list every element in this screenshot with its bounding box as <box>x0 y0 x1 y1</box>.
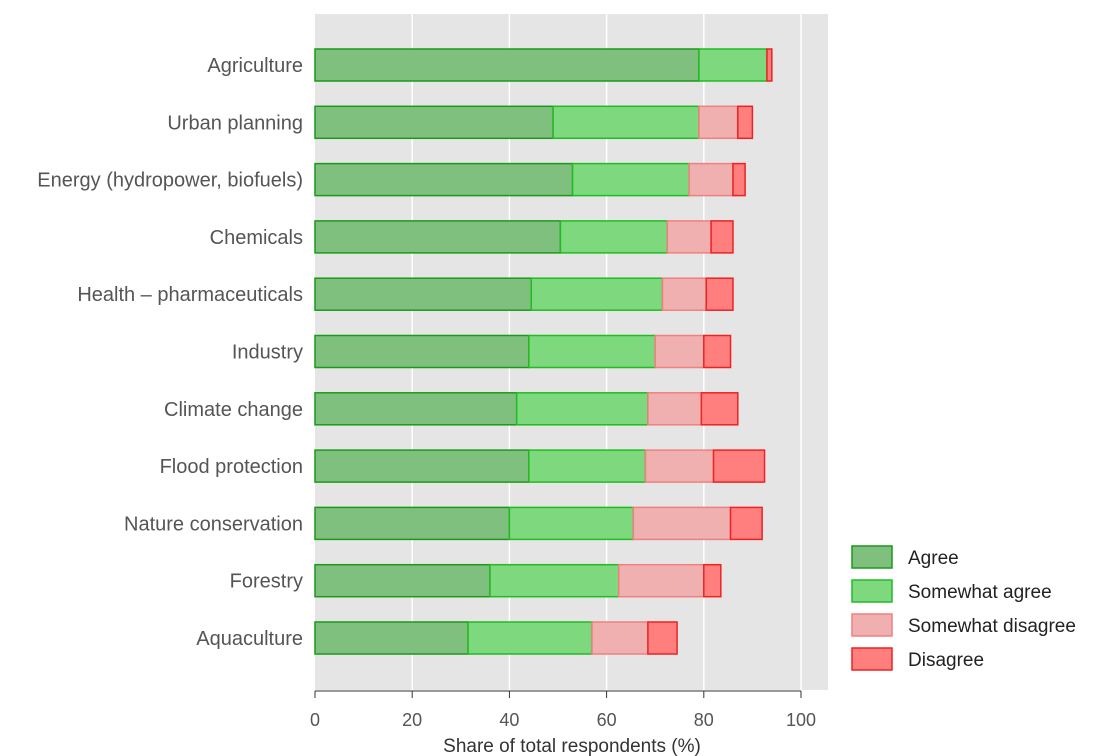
x-tick-label: 80 <box>694 710 714 730</box>
bar-chemicals-somewhat-agree <box>559 220 669 254</box>
bar-flood-protection-somewhat-agree <box>528 449 647 483</box>
category-label: Energy (hydropower, biofuels) <box>37 170 303 192</box>
bar-health-pharmaceuticals-disagree <box>705 277 734 311</box>
bar-urban-planning-somewhat-disagree <box>698 105 739 140</box>
bar-aquaculture-somewhat-disagree <box>591 621 649 655</box>
category-label: Chemicals <box>210 227 303 249</box>
x-axis: 0 20 40 60 80 100 <box>310 690 816 730</box>
legend-swatch-somewhat-agree <box>851 579 893 603</box>
bar-industry-somewhat-disagree <box>654 334 705 369</box>
x-tick-label: 100 <box>786 710 816 730</box>
bar-nature-conservation-agree <box>314 506 511 541</box>
bar-health-pharmaceuticals-somewhat-agree <box>530 277 664 311</box>
bar-agriculture-disagree <box>766 48 773 82</box>
bar-energy-hydropower-biofuels-somewhat-disagree <box>688 162 734 197</box>
category-label: Climate change <box>164 399 303 421</box>
legend-label-disagree: Disagree <box>908 650 984 671</box>
category-labels: Agriculture Urban planning Energy (hydropo… <box>37 55 303 650</box>
bars <box>314 48 773 655</box>
bar-flood-protection-agree <box>314 449 530 483</box>
bar-nature-conservation-somewhat-disagree <box>632 506 732 541</box>
legend-swatch-disagree <box>851 647 893 671</box>
x-tick-label: 60 <box>597 710 617 730</box>
legend-swatch-somewhat-disagree <box>851 613 893 637</box>
bar-aquaculture-agree <box>314 621 469 655</box>
bar-forestry-disagree <box>703 563 722 598</box>
bar-forestry-somewhat-disagree <box>618 563 705 598</box>
bar-urban-planning-somewhat-agree <box>552 105 700 140</box>
bar-industry-somewhat-agree <box>528 334 656 369</box>
bar-chemicals-disagree <box>710 220 734 254</box>
bar-aquaculture-disagree <box>647 621 678 655</box>
category-label: Urban planning <box>167 112 303 134</box>
bar-energy-hydropower-biofuels-somewhat-agree <box>571 162 690 197</box>
bar-flood-protection-disagree <box>712 449 766 483</box>
bar-agriculture-somewhat-agree <box>698 48 768 82</box>
category-label: Health – pharmaceuticals <box>77 284 303 306</box>
bar-forestry-somewhat-agree <box>489 563 620 598</box>
bar-chemicals-somewhat-disagree <box>666 220 712 254</box>
x-tick-label: 0 <box>310 710 320 730</box>
bar-climate-change-agree <box>314 392 518 426</box>
bar-nature-conservation-disagree <box>729 506 763 541</box>
bar-aquaculture-somewhat-agree <box>467 621 593 655</box>
bar-climate-change-somewhat-agree <box>515 392 649 426</box>
x-axis-title: Share of total respondents (%) <box>443 736 701 756</box>
legend-label-agree: Agree <box>908 548 959 569</box>
bar-climate-change-somewhat-disagree <box>647 392 703 426</box>
legend: Agree Somewhat agree Somewhat disagree Disa… <box>851 545 1076 671</box>
category-label: Industry <box>232 342 303 364</box>
category-label: Flood protection <box>160 456 303 478</box>
bar-urban-planning-disagree <box>737 105 754 140</box>
bar-agriculture-agree <box>314 48 700 82</box>
bar-health-pharmaceuticals-somewhat-disagree <box>661 277 707 311</box>
category-label: Agriculture <box>207 55 303 77</box>
bar-energy-hydropower-biofuels-agree <box>314 162 574 197</box>
x-tick-label: 40 <box>499 710 519 730</box>
bar-industry-disagree <box>703 334 732 369</box>
legend-label-somewhat-disagree: Somewhat disagree <box>908 616 1076 637</box>
bar-chemicals-agree <box>314 220 562 254</box>
bar-industry-agree <box>314 334 530 369</box>
bar-forestry-agree <box>314 563 491 598</box>
bar-nature-conservation-somewhat-agree <box>508 506 635 541</box>
bar-climate-change-disagree <box>700 392 739 426</box>
legend-swatch-agree <box>851 545 893 569</box>
bar-urban-planning-agree <box>314 105 554 140</box>
category-label: Aquaculture <box>196 628 303 650</box>
legend-label-somewhat-agree: Somewhat agree <box>908 582 1052 603</box>
category-label: Forestry <box>230 571 303 593</box>
category-label: Nature conservation <box>124 513 303 535</box>
bar-flood-protection-somewhat-disagree <box>644 449 715 483</box>
bar-energy-hydropower-biofuels-disagree <box>732 162 746 197</box>
bar-health-pharmaceuticals-agree <box>314 277 533 311</box>
x-tick-label: 20 <box>402 710 422 730</box>
